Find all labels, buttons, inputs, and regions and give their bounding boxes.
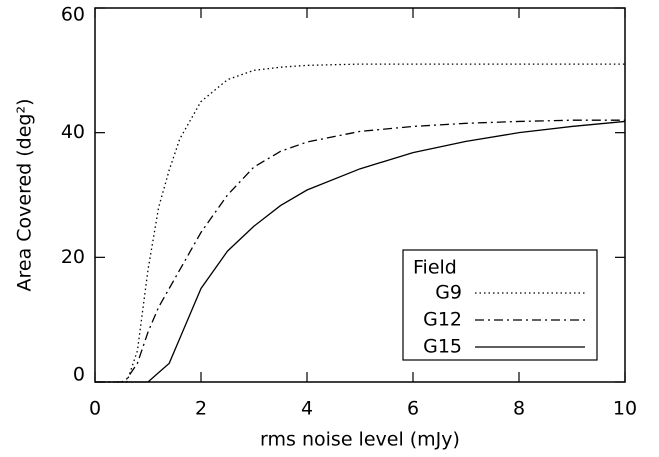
x-tick-label: 0	[89, 398, 101, 420]
series-line	[95, 63, 625, 383]
y-tick-label: 0	[73, 364, 85, 386]
legend-title: Field	[413, 257, 457, 279]
y-axis-label: Area Covered (deg²)	[14, 98, 36, 291]
y-tick-label: 20	[61, 246, 85, 268]
legend-box	[402, 249, 598, 361]
x-tick-label: 8	[513, 398, 525, 420]
legend-label: G9	[435, 282, 462, 304]
series-line	[95, 120, 626, 383]
x-tick-label: 4	[301, 398, 313, 420]
x-tick-label: 10	[613, 398, 637, 420]
plot-frame	[94, 7, 626, 383]
x-axis-label: rms noise level (mJy)	[260, 429, 460, 451]
y-tick-label: 60	[61, 4, 85, 26]
x-tick-label: 6	[407, 398, 419, 420]
x-tick-label: 2	[195, 398, 207, 420]
legend-label: G12	[423, 309, 462, 331]
legend-label: G15	[423, 336, 462, 358]
y-tick-label: 40	[61, 121, 85, 143]
series-line	[95, 119, 625, 383]
